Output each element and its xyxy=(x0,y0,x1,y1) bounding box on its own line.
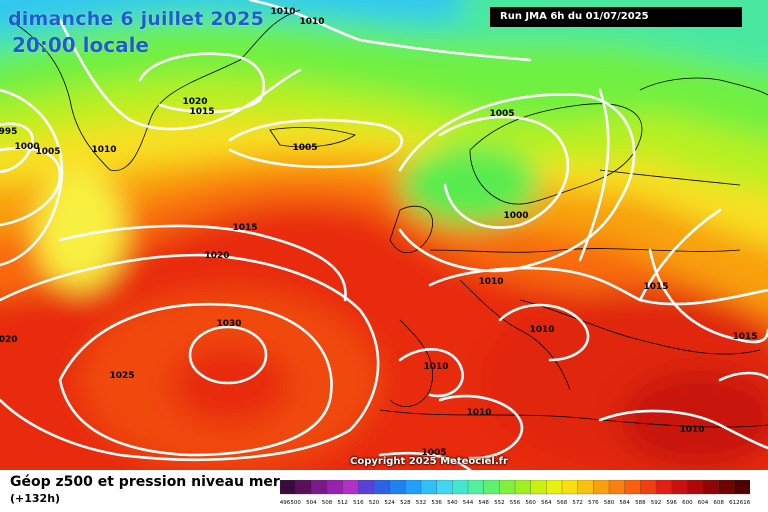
color-scale-tick: 608 xyxy=(713,500,724,506)
color-scale-swatch xyxy=(687,480,704,495)
color-scale-tick: 512 xyxy=(337,500,348,506)
color-scale-swatch xyxy=(311,480,328,495)
color-scale-swatch xyxy=(326,480,344,495)
color-scale-tick: 576 xyxy=(588,500,599,506)
color-scale-swatch xyxy=(718,480,735,495)
color-scale-tick: 592 xyxy=(651,500,662,506)
color-scale-swatch xyxy=(405,480,422,495)
coastlines xyxy=(9,9,768,428)
isobar-label: 1015 xyxy=(189,107,214,117)
color-scale-swatch xyxy=(295,480,312,495)
isobar-label: 995 xyxy=(0,127,17,137)
isobar-label: 1015 xyxy=(643,282,668,292)
color-scale-tick: 580 xyxy=(604,500,615,506)
color-scale-swatch xyxy=(561,480,579,495)
legend-title: Géop z500 et pression niveau mer xyxy=(10,474,280,490)
isobar-label: 1010 xyxy=(529,325,554,335)
isobar-label: 1005 xyxy=(292,143,317,153)
color-scale-tick: 564 xyxy=(541,500,552,506)
isobar-label: 1010 xyxy=(299,17,324,27)
color-scale-tick: 604 xyxy=(698,500,709,506)
legend-subtitle: (+132h) xyxy=(10,492,61,505)
color-scale: 496 500 504 508 512 516 520 524 528 532 536 540 544 5… xyxy=(280,480,750,506)
isobar-label: 1015 xyxy=(232,223,257,233)
color-scale-swatch xyxy=(483,480,500,495)
color-scale-tick: 552 xyxy=(494,500,505,506)
color-scale-swatch xyxy=(530,480,547,495)
color-scale-swatch xyxy=(577,480,594,495)
color-scale-tick: 600 xyxy=(682,500,693,506)
color-scale-tick: 528 xyxy=(400,500,411,506)
color-scale-tick: 584 xyxy=(619,500,630,506)
color-scale-tick: 508 xyxy=(322,500,333,506)
forecast-time: 20:00 locale xyxy=(12,33,149,57)
color-scale-swatch xyxy=(436,480,453,495)
copyright-label: Copyright 2025 Meteociel.fr xyxy=(350,456,508,467)
color-scale-tick: 556 xyxy=(510,500,521,506)
color-scale-swatch xyxy=(452,480,469,495)
color-scale-tick: 540 xyxy=(447,500,458,506)
color-scale-tick: 532 xyxy=(416,500,427,506)
isobar-label: 1010 xyxy=(478,277,503,287)
color-scale-tick: 524 xyxy=(384,500,395,506)
color-scale-tick: 516 xyxy=(353,500,364,506)
isobar-label: 1010 xyxy=(270,7,295,17)
color-scale-swatch xyxy=(467,480,485,495)
forecast-date: dimanche 6 juillet 2025 xyxy=(8,8,265,30)
color-scale-tick: 500 xyxy=(290,500,301,506)
color-scale-swatch xyxy=(734,480,750,495)
color-scale-swatch xyxy=(655,480,673,495)
color-scale-tick: 544 xyxy=(463,500,474,506)
color-scale-swatch xyxy=(593,480,610,495)
color-scale-swatch xyxy=(373,480,391,495)
isobar-label: 1030 xyxy=(216,319,241,329)
color-scale-swatch xyxy=(342,480,359,495)
isobar-label: 1005 xyxy=(35,147,60,157)
color-scale-tick: 504 xyxy=(306,500,317,506)
isobar-label: 1010 xyxy=(423,362,448,372)
color-scale-tick: 560 xyxy=(525,500,536,506)
geopotential-field xyxy=(0,0,768,470)
isobar-label: 1025 xyxy=(109,371,134,381)
color-scale-swatch xyxy=(389,480,406,495)
legend-panel: Géop z500 et pression niveau mer (+132h)… xyxy=(0,470,768,512)
color-scale-swatch xyxy=(358,480,375,495)
color-scale-swatch xyxy=(420,480,438,495)
color-scale-tick: 496 xyxy=(280,500,291,506)
isobars xyxy=(0,0,768,470)
isobar-label: 1000 xyxy=(503,211,528,221)
isobar-label: 1010 xyxy=(679,425,704,435)
isobar-label: 1005 xyxy=(489,109,514,119)
color-scale-swatch xyxy=(702,480,720,495)
isobar-label: 1015 xyxy=(732,332,757,342)
color-scale-swatch xyxy=(280,480,297,495)
color-scale-tick: 572 xyxy=(572,500,583,506)
isobar-label: 1020 xyxy=(0,335,18,345)
color-scale-tick: 616 xyxy=(740,500,750,506)
isobar-label: 1010 xyxy=(466,408,491,418)
isobar-label: 1010 xyxy=(91,145,116,155)
color-scale-swatch xyxy=(640,480,657,495)
color-scale-tick: 596 xyxy=(666,500,677,506)
color-scale-tick: 568 xyxy=(557,500,568,506)
isobar-label: 1020 xyxy=(204,251,229,261)
color-scale-swatch xyxy=(671,480,688,495)
color-scale-tick: 536 xyxy=(431,500,442,506)
run-info-label: Run JMA 6h du 01/07/2025 xyxy=(490,7,742,27)
isobar-label: 1005 xyxy=(421,448,446,458)
color-scale-swatch xyxy=(499,480,516,495)
color-scale-swatch xyxy=(608,480,626,495)
isobar-label: 1020 xyxy=(182,97,207,107)
isobar-label: 1000 xyxy=(14,142,39,152)
color-scale-swatch xyxy=(546,480,563,495)
color-scale-tick: 520 xyxy=(369,500,380,506)
color-scale-swatch xyxy=(624,480,641,495)
color-scale-tick: 612 xyxy=(729,500,740,506)
color-scale-tick: 548 xyxy=(478,500,489,506)
color-scale-swatch xyxy=(514,480,532,495)
color-scale-tick: 588 xyxy=(635,500,646,506)
